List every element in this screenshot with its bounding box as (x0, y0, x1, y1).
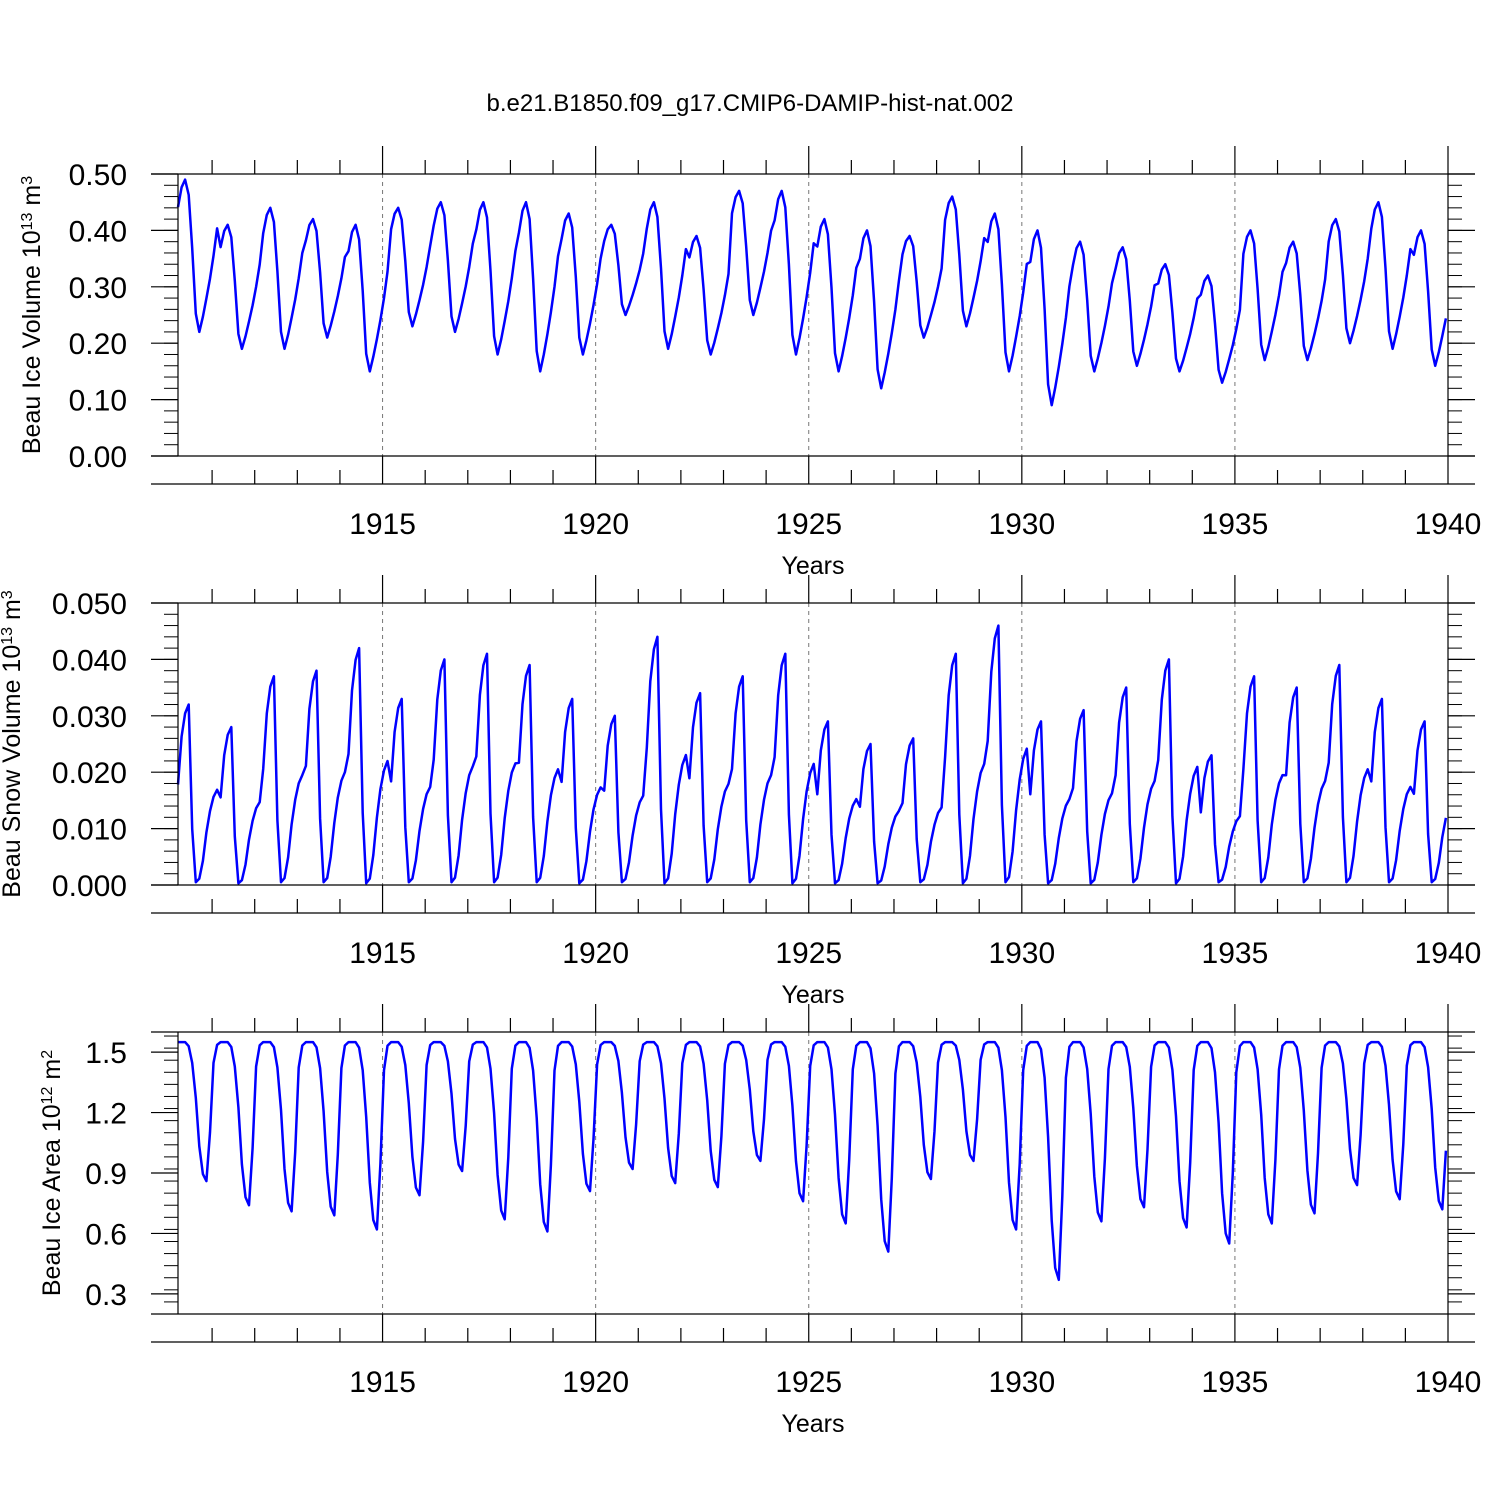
y-tick-label: 1.2 (85, 1098, 127, 1131)
panel-ice-volume: 0.00 0.10 0.20 0.30 0.40 0.50 1915 1920 1925 1930… (18, 146, 1481, 580)
y-label-unit: m (18, 185, 46, 213)
y-tick-label: 1.5 (85, 1037, 127, 1070)
x-tick-label: 1915 (349, 1366, 416, 1399)
y-label-exp: 13 (0, 627, 16, 645)
y-tick-label: 0.010 (52, 814, 127, 847)
x-tick-label: 1930 (988, 1366, 1055, 1399)
y-axis-label: Beau Ice Area 1012 m2 (38, 1050, 66, 1296)
y-tick-label: 0.3 (85, 1279, 127, 1312)
y-tick-label: 0.6 (85, 1218, 127, 1251)
y-tick-label: 0.020 (52, 757, 127, 790)
y-tick-label: 0.40 (69, 215, 127, 248)
y-tick-label: 0.20 (69, 328, 127, 361)
series-line-ice-area (178, 1040, 1448, 1282)
y-tick-label: 0.50 (69, 159, 127, 192)
x-tick-label: 1940 (1415, 508, 1482, 541)
y-tick-label: 0.30 (69, 272, 127, 305)
series-line-snow-volume (176, 624, 1448, 885)
y-label-main: Beau Ice Area 10 (38, 1104, 66, 1296)
y-label-unit-exp: 3 (19, 176, 36, 185)
y-tick-label: 0.050 (52, 588, 127, 621)
y-label-unit-exp: 2 (39, 1050, 56, 1059)
x-axis-label: Years (781, 1410, 844, 1438)
x-tick-label: 1935 (1202, 508, 1269, 541)
y-label-unit: m (38, 1059, 66, 1087)
y-label-unit: m (0, 599, 26, 627)
x-tick-label: 1940 (1415, 937, 1482, 970)
y-tick-label: 0.040 (52, 644, 127, 677)
chart-title: b.e21.B1850.f09_g17.CMIP6-DAMIP-hist-nat… (487, 90, 1014, 117)
x-axis-label: Years (781, 981, 844, 1009)
x-tick-label: 1935 (1202, 1366, 1269, 1399)
y-label-unit-exp: 3 (0, 590, 16, 599)
y-axis-label: Beau Ice Volume 1013 m3 (18, 176, 46, 454)
x-tick-label: 1930 (988, 937, 1055, 970)
x-tick-label: 1915 (349, 508, 416, 541)
x-tick-label: 1920 (562, 508, 629, 541)
chart-panels: 0.00 0.10 0.20 0.30 0.40 0.50 1915 1920 1925 1930… (0, 146, 1481, 1438)
y-tick-label: 0.000 (52, 870, 127, 903)
y-label-main: Beau Ice Volume 10 (18, 230, 46, 454)
y-label-exp: 12 (39, 1086, 56, 1104)
x-tick-label: 1920 (562, 1366, 629, 1399)
y-label-main: Beau Snow Volume 10 (0, 645, 26, 898)
y-axis-label: Beau Snow Volume 1013 m3 (0, 590, 26, 898)
y-tick-label: 0.030 (52, 701, 127, 734)
panel-snow-volume: 0.000 0.010 0.020 0.030 0.040 0.050 1915 1920 19… (0, 575, 1481, 1009)
panel-ice-area: 0.3 0.6 0.9 1.2 1.5 1915 1920 1925 1930 1935 1940 Y… (38, 1004, 1481, 1438)
x-tick-label: 1920 (562, 937, 629, 970)
x-tick-label: 1925 (775, 1366, 842, 1399)
x-tick-label: 1930 (988, 508, 1055, 541)
y-tick-label: 0.9 (85, 1158, 127, 1191)
y-tick-label: 0.00 (69, 441, 127, 474)
x-tick-label: 1935 (1202, 937, 1269, 970)
x-tick-label: 1940 (1415, 1366, 1482, 1399)
x-axis-label: Years (781, 552, 844, 580)
series-line-ice-volume (176, 178, 1448, 407)
x-tick-label: 1925 (775, 508, 842, 541)
x-tick-label: 1925 (775, 937, 842, 970)
y-tick-label: 0.10 (69, 385, 127, 418)
x-tick-label: 1915 (349, 937, 416, 970)
y-label-exp: 13 (19, 212, 36, 230)
